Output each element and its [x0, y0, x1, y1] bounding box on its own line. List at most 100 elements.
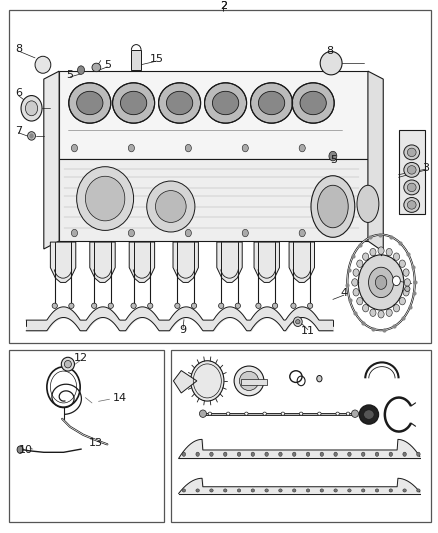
Polygon shape [254, 242, 279, 282]
Ellipse shape [389, 489, 392, 492]
Bar [171, 350, 431, 522]
Ellipse shape [185, 229, 191, 237]
Text: 8: 8 [15, 44, 22, 54]
Ellipse shape [392, 276, 400, 286]
Ellipse shape [353, 288, 359, 296]
Text: 10: 10 [19, 445, 33, 455]
Ellipse shape [182, 489, 186, 492]
Polygon shape [129, 242, 155, 282]
Ellipse shape [403, 269, 409, 276]
Ellipse shape [235, 303, 240, 309]
Ellipse shape [64, 360, 71, 368]
Ellipse shape [353, 269, 359, 276]
Ellipse shape [386, 309, 392, 317]
Ellipse shape [311, 176, 355, 237]
Ellipse shape [52, 303, 57, 309]
Ellipse shape [182, 452, 186, 456]
Ellipse shape [307, 303, 313, 309]
Ellipse shape [113, 83, 155, 123]
Text: 3: 3 [423, 163, 430, 173]
Ellipse shape [272, 303, 278, 309]
Ellipse shape [393, 304, 399, 312]
Ellipse shape [407, 200, 416, 209]
Ellipse shape [175, 303, 180, 309]
Ellipse shape [212, 91, 239, 115]
Ellipse shape [21, 95, 42, 121]
Ellipse shape [210, 452, 213, 456]
Ellipse shape [296, 320, 300, 324]
Ellipse shape [351, 410, 359, 417]
Ellipse shape [245, 412, 248, 415]
Ellipse shape [361, 489, 365, 492]
Text: 5: 5 [330, 155, 337, 165]
Ellipse shape [370, 309, 376, 317]
Ellipse shape [279, 489, 282, 492]
Ellipse shape [61, 357, 74, 371]
Ellipse shape [219, 303, 224, 309]
Ellipse shape [363, 304, 369, 312]
Ellipse shape [318, 412, 321, 415]
Ellipse shape [185, 144, 191, 152]
Ellipse shape [147, 181, 195, 232]
Ellipse shape [263, 412, 266, 415]
Ellipse shape [92, 303, 97, 309]
Ellipse shape [417, 489, 420, 492]
Ellipse shape [293, 452, 296, 456]
Text: 6: 6 [15, 88, 22, 99]
Ellipse shape [300, 91, 326, 115]
Ellipse shape [239, 372, 258, 391]
Polygon shape [289, 242, 314, 282]
Ellipse shape [92, 63, 101, 71]
Text: 4: 4 [340, 288, 347, 298]
Ellipse shape [334, 489, 337, 492]
Ellipse shape [375, 276, 387, 289]
Ellipse shape [128, 229, 134, 237]
Ellipse shape [234, 366, 264, 396]
Polygon shape [44, 71, 59, 249]
Ellipse shape [251, 83, 293, 123]
Ellipse shape [265, 452, 268, 456]
Ellipse shape [29, 133, 34, 139]
Ellipse shape [77, 167, 134, 230]
Ellipse shape [196, 489, 199, 492]
Ellipse shape [346, 412, 350, 415]
Ellipse shape [389, 452, 392, 456]
Ellipse shape [357, 260, 363, 268]
Ellipse shape [352, 279, 358, 286]
Ellipse shape [71, 144, 78, 152]
Text: 2: 2 [220, 1, 227, 11]
Ellipse shape [35, 56, 51, 73]
Ellipse shape [85, 176, 125, 221]
Ellipse shape [404, 198, 420, 212]
Ellipse shape [242, 144, 248, 152]
Ellipse shape [148, 303, 153, 309]
Ellipse shape [407, 183, 416, 192]
Bar [399, 130, 425, 214]
Text: 12: 12 [74, 353, 88, 363]
Ellipse shape [306, 452, 310, 456]
Polygon shape [217, 242, 242, 282]
Ellipse shape [359, 405, 378, 424]
Text: 9: 9 [180, 325, 187, 335]
Ellipse shape [256, 303, 261, 309]
Ellipse shape [237, 489, 241, 492]
Ellipse shape [399, 297, 406, 305]
Ellipse shape [131, 303, 136, 309]
Ellipse shape [291, 303, 296, 309]
Ellipse shape [71, 229, 78, 237]
Ellipse shape [404, 145, 420, 160]
Ellipse shape [293, 489, 296, 492]
Bar [9, 350, 164, 522]
Polygon shape [59, 71, 368, 159]
Text: 5: 5 [67, 70, 74, 80]
Ellipse shape [191, 361, 224, 401]
Ellipse shape [378, 247, 384, 254]
Ellipse shape [242, 229, 248, 237]
Ellipse shape [69, 83, 111, 123]
Ellipse shape [404, 279, 410, 286]
Text: 7: 7 [15, 126, 22, 135]
Ellipse shape [336, 412, 339, 415]
Ellipse shape [348, 452, 351, 456]
Ellipse shape [223, 489, 227, 492]
Ellipse shape [237, 452, 241, 456]
